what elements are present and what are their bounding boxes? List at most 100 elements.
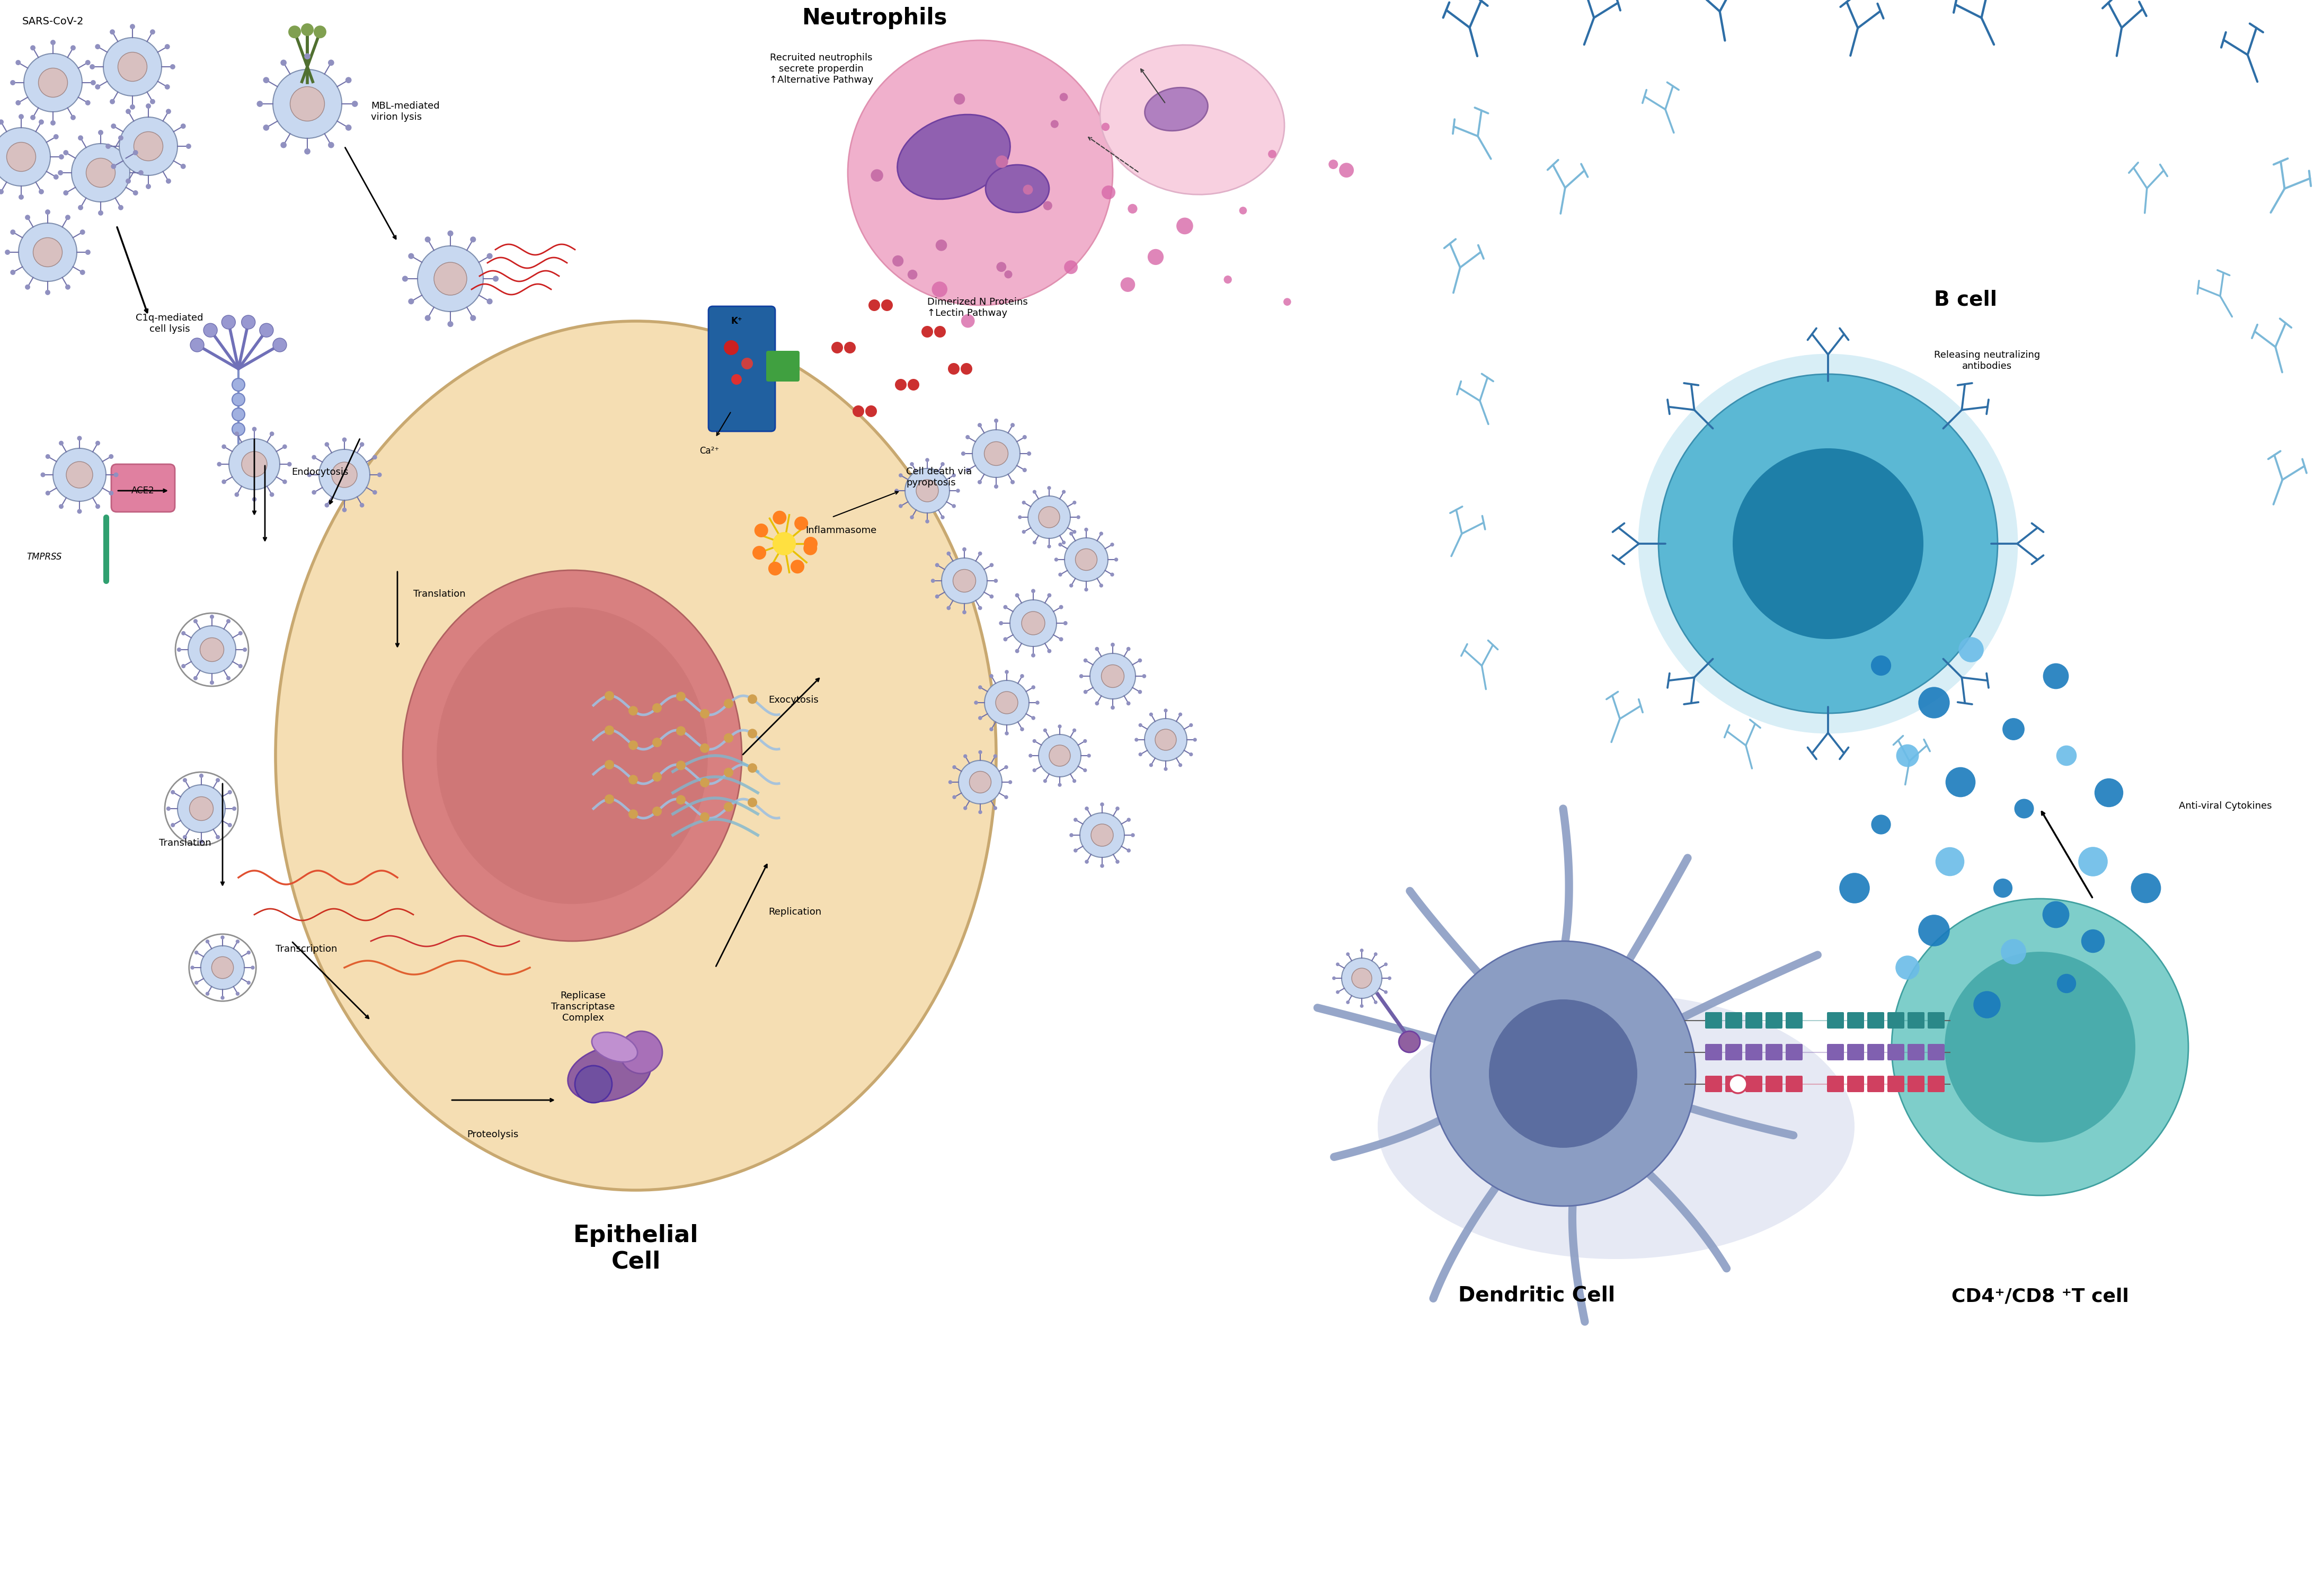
Circle shape (165, 773, 237, 845)
Circle shape (1360, 1005, 1364, 1008)
Circle shape (1064, 538, 1109, 582)
Circle shape (909, 378, 920, 391)
Circle shape (1048, 744, 1071, 766)
Circle shape (1178, 713, 1183, 716)
Circle shape (209, 615, 214, 618)
Circle shape (2131, 874, 2161, 904)
Circle shape (1085, 528, 1088, 531)
Circle shape (1332, 976, 1336, 979)
Circle shape (676, 760, 686, 770)
Circle shape (948, 363, 960, 375)
Circle shape (304, 54, 311, 60)
Circle shape (995, 692, 1018, 714)
Circle shape (86, 158, 116, 188)
Circle shape (1148, 763, 1153, 766)
Circle shape (232, 408, 244, 421)
Circle shape (790, 560, 804, 574)
Circle shape (263, 77, 270, 84)
Circle shape (1085, 588, 1088, 591)
FancyBboxPatch shape (1927, 1076, 1945, 1093)
Ellipse shape (1734, 448, 1924, 639)
Circle shape (992, 806, 997, 811)
Circle shape (1023, 185, 1032, 194)
Circle shape (58, 155, 65, 159)
Circle shape (200, 637, 223, 662)
Circle shape (307, 473, 311, 478)
Circle shape (2043, 664, 2068, 689)
Circle shape (1385, 962, 1387, 967)
FancyBboxPatch shape (1785, 1044, 1803, 1060)
Circle shape (1032, 686, 1037, 689)
Circle shape (1190, 724, 1192, 727)
Circle shape (9, 270, 16, 274)
Circle shape (1917, 688, 1950, 719)
Text: B cell: B cell (1934, 289, 1996, 309)
Circle shape (1069, 531, 1074, 536)
Circle shape (332, 462, 358, 487)
Circle shape (2094, 779, 2124, 807)
Circle shape (53, 134, 58, 139)
Circle shape (1030, 754, 1032, 757)
Circle shape (86, 101, 91, 106)
Circle shape (177, 648, 181, 651)
Circle shape (723, 699, 734, 708)
Circle shape (418, 246, 483, 312)
Circle shape (184, 777, 186, 782)
Circle shape (723, 803, 734, 812)
Text: Transcription: Transcription (277, 945, 337, 954)
Circle shape (1339, 162, 1355, 178)
Circle shape (235, 940, 239, 943)
Circle shape (95, 44, 100, 49)
Circle shape (1023, 435, 1027, 440)
Circle shape (653, 806, 662, 815)
Circle shape (372, 490, 376, 495)
Circle shape (962, 451, 964, 456)
Circle shape (872, 169, 883, 181)
Circle shape (325, 503, 330, 508)
Circle shape (676, 725, 686, 736)
Circle shape (205, 940, 209, 943)
FancyBboxPatch shape (1745, 1076, 1762, 1093)
Circle shape (98, 210, 102, 216)
Circle shape (256, 101, 263, 107)
Circle shape (748, 694, 758, 703)
Circle shape (469, 315, 476, 322)
Circle shape (1055, 558, 1057, 561)
FancyBboxPatch shape (1908, 1044, 1924, 1060)
Circle shape (195, 981, 198, 984)
Circle shape (1016, 650, 1020, 653)
Circle shape (865, 405, 876, 416)
Circle shape (58, 170, 63, 175)
Circle shape (288, 462, 293, 467)
FancyBboxPatch shape (1908, 1076, 1924, 1093)
Circle shape (26, 214, 30, 221)
Circle shape (1099, 864, 1104, 867)
Circle shape (146, 104, 151, 109)
Text: Cell death via
pyroptosis: Cell death via pyroptosis (906, 467, 971, 487)
Circle shape (1009, 781, 1013, 784)
Circle shape (165, 84, 170, 90)
Text: ACE2: ACE2 (132, 486, 156, 495)
Circle shape (1095, 647, 1099, 651)
Circle shape (795, 517, 809, 530)
Text: K⁺: K⁺ (730, 317, 741, 326)
Circle shape (990, 563, 995, 568)
Circle shape (30, 46, 35, 50)
Circle shape (881, 300, 892, 311)
Circle shape (741, 358, 753, 369)
Circle shape (205, 323, 218, 337)
FancyBboxPatch shape (709, 306, 776, 432)
Circle shape (1099, 583, 1104, 588)
Circle shape (246, 951, 251, 954)
Circle shape (30, 115, 35, 120)
Circle shape (1032, 768, 1037, 773)
Circle shape (946, 552, 951, 555)
Circle shape (44, 290, 51, 295)
Circle shape (346, 125, 351, 131)
Circle shape (105, 144, 112, 148)
Ellipse shape (1146, 88, 1208, 131)
Circle shape (65, 284, 70, 290)
Circle shape (251, 497, 256, 501)
Circle shape (9, 230, 16, 235)
Circle shape (360, 503, 365, 508)
